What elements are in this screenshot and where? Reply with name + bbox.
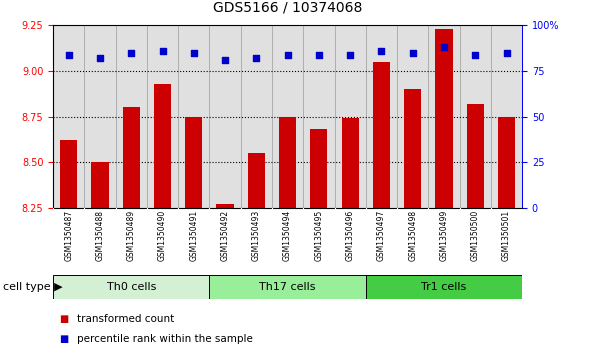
Bar xyxy=(498,117,515,208)
Text: GSM1350490: GSM1350490 xyxy=(158,210,167,261)
Bar xyxy=(123,107,140,208)
Bar xyxy=(53,275,209,299)
Point xyxy=(158,48,168,54)
Point xyxy=(376,48,386,54)
Bar xyxy=(154,84,171,208)
Text: GDS5166 / 10374068: GDS5166 / 10374068 xyxy=(213,0,362,15)
Bar xyxy=(373,62,390,208)
Text: cell type ▶: cell type ▶ xyxy=(3,282,63,292)
Text: GSM1350496: GSM1350496 xyxy=(346,210,355,261)
Text: GSM1350501: GSM1350501 xyxy=(502,210,511,261)
Bar xyxy=(217,204,234,208)
Point xyxy=(189,50,198,56)
Point xyxy=(408,50,417,56)
Bar xyxy=(467,104,484,208)
Text: GSM1350498: GSM1350498 xyxy=(408,210,417,261)
Text: GSM1350493: GSM1350493 xyxy=(252,210,261,261)
Text: percentile rank within the sample: percentile rank within the sample xyxy=(77,334,253,344)
Text: GSM1350494: GSM1350494 xyxy=(283,210,292,261)
Point xyxy=(283,52,293,57)
Text: ■: ■ xyxy=(59,334,68,344)
Bar xyxy=(435,29,453,208)
Text: GSM1350487: GSM1350487 xyxy=(64,210,73,261)
Point xyxy=(126,50,136,56)
Text: GSM1350497: GSM1350497 xyxy=(377,210,386,261)
Text: GSM1350495: GSM1350495 xyxy=(314,210,323,261)
Text: Th0 cells: Th0 cells xyxy=(107,282,156,292)
Text: Th17 cells: Th17 cells xyxy=(260,282,316,292)
Text: transformed count: transformed count xyxy=(77,314,174,325)
Point xyxy=(314,52,323,57)
Text: Tr1 cells: Tr1 cells xyxy=(421,282,467,292)
Text: GSM1350492: GSM1350492 xyxy=(221,210,230,261)
Bar xyxy=(310,129,327,208)
Bar xyxy=(404,89,421,208)
Bar xyxy=(366,275,522,299)
Bar xyxy=(209,275,366,299)
Text: GSM1350500: GSM1350500 xyxy=(471,210,480,261)
Point xyxy=(439,44,448,50)
Point xyxy=(470,52,480,57)
Bar xyxy=(185,117,202,208)
Point xyxy=(220,57,230,63)
Bar xyxy=(279,117,296,208)
Text: GSM1350489: GSM1350489 xyxy=(127,210,136,261)
Text: ■: ■ xyxy=(59,314,68,325)
Bar xyxy=(342,118,359,208)
Point xyxy=(251,55,261,61)
Text: GSM1350491: GSM1350491 xyxy=(189,210,198,261)
Point xyxy=(502,50,511,56)
Bar xyxy=(248,153,265,208)
Text: GSM1350499: GSM1350499 xyxy=(440,210,448,261)
Bar xyxy=(91,162,109,208)
Point xyxy=(345,52,355,57)
Point xyxy=(64,52,73,57)
Text: GSM1350488: GSM1350488 xyxy=(96,210,104,261)
Point xyxy=(95,55,105,61)
Bar xyxy=(60,140,77,208)
